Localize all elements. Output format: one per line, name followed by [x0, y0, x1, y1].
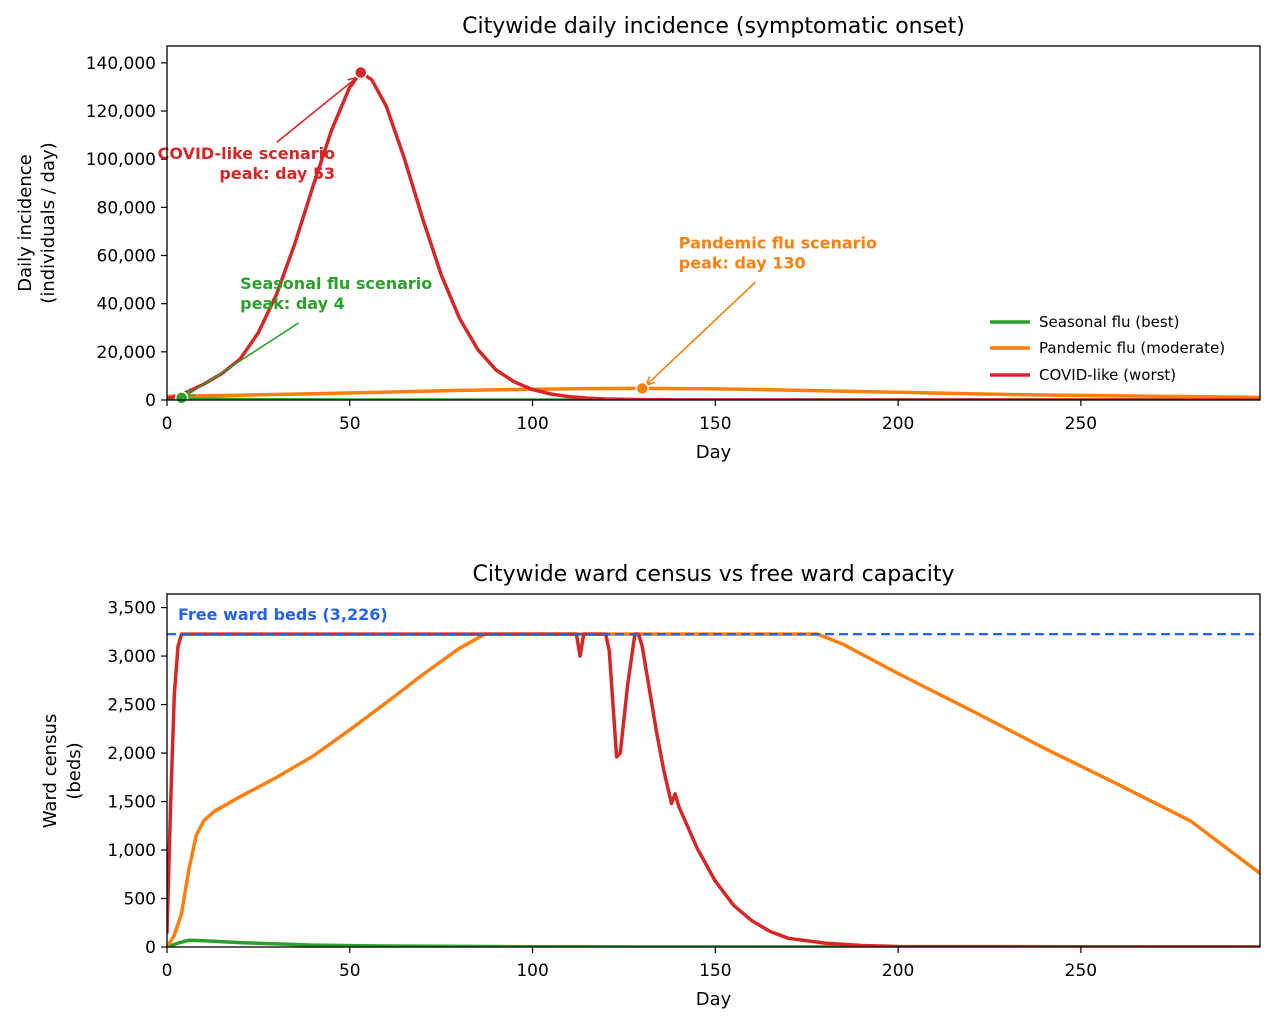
annotation-arrow-seasonal	[185, 322, 300, 396]
y-axis-label-line-2: (beds)	[64, 742, 85, 799]
y-tick-label: 500	[124, 890, 156, 910]
x-tick-label: 50	[339, 414, 361, 434]
annotation-text-seasonal: Seasonal flu scenario	[240, 274, 432, 293]
series-line-pandemic	[167, 632, 1260, 947]
plot-frame	[166, 45, 1261, 401]
y-tick-label: 100,000	[86, 150, 156, 170]
y-tick-label: 120,000	[86, 102, 156, 122]
series-line-pandemic	[167, 386, 1260, 400]
chart-title: Citywide daily incidence (symptomatic on…	[462, 14, 965, 39]
x-tick-label: 200	[882, 414, 914, 434]
y-axis-label-line-2: (individuals / day)	[38, 142, 59, 303]
chart-title: Citywide ward census vs free ward capaci…	[472, 562, 954, 587]
x-axis-label: Day	[696, 442, 732, 463]
annotation-text-pandemic: peak: day 130	[679, 253, 806, 272]
annotation-text-seasonal: peak: day 4	[240, 294, 345, 313]
x-tick-label: 100	[516, 961, 548, 981]
series-group	[167, 632, 1260, 947]
y-tick-label: 3,500	[107, 599, 156, 619]
annotation-arrow-pandemic	[646, 281, 757, 386]
y-axis-label-line-1: Daily incidence	[15, 154, 36, 291]
x-tick-label: 50	[339, 961, 361, 981]
capacity-label: Free ward beds (3,226)	[178, 605, 388, 624]
legend: Seasonal flu (best) Pandemic flu (modera…	[990, 313, 1225, 384]
y-tick-label: 1,000	[107, 841, 156, 861]
x-tick-label: 0	[162, 414, 173, 434]
x-tick-label: 250	[1065, 414, 1097, 434]
x-tick-label: 200	[882, 961, 914, 981]
ward-census-chart: Citywide ward census vs free ward capaci…	[40, 562, 1261, 1010]
y-tick-label: 80,000	[97, 198, 156, 218]
x-tick-label: 0	[162, 961, 173, 981]
legend-entry-covid: COVID-like (worst)	[1039, 366, 1176, 384]
plot-frame	[166, 593, 1261, 948]
series-line-covid	[167, 632, 1260, 947]
y-tick-label: 40,000	[97, 295, 156, 315]
series-line-covid	[167, 70, 1260, 400]
x-tick-label: 150	[699, 961, 731, 981]
x-tick-label: 250	[1065, 961, 1097, 981]
annotation-arrow-covid	[276, 77, 357, 143]
y-tick-label: 1,500	[107, 793, 156, 813]
y-axis-label: Ward census (beds)	[40, 714, 85, 828]
y-axis-label-line-1: Ward census	[40, 714, 61, 828]
legend-entry-seasonal: Seasonal flu (best)	[1039, 313, 1179, 331]
y-tick-label: 0	[145, 391, 156, 411]
axis-ticks: 0 50 100 150 200 250 0 500 1,000 1,500 2,000 2,500 3…	[107, 599, 1097, 981]
y-tick-label: 3,000	[107, 647, 156, 667]
annotation-text-covid: COVID-like scenario	[158, 144, 335, 163]
peak-marker-seasonal	[174, 391, 189, 405]
y-tick-label: 20,000	[97, 343, 156, 363]
y-tick-label: 0	[145, 938, 156, 958]
y-axis-label: Daily incidence (individuals / day)	[15, 142, 59, 303]
x-axis-label: Day	[696, 989, 732, 1010]
peak-marker-covid	[353, 65, 368, 80]
y-tick-label: 140,000	[86, 54, 156, 74]
annotation-text-covid: peak: day 53	[219, 164, 335, 183]
incidence-chart: Citywide daily incidence (symptomatic on…	[15, 14, 1261, 463]
axis-ticks: 0 50 100 150 200 250 0 20,000 40,000 60,000 80,000…	[86, 54, 1097, 434]
x-tick-label: 100	[516, 414, 548, 434]
y-tick-label: 2,000	[107, 744, 156, 764]
x-tick-label: 150	[699, 414, 731, 434]
y-tick-label: 60,000	[97, 247, 156, 267]
peak-markers	[174, 65, 649, 405]
annotation-text-pandemic: Pandemic flu scenario	[679, 233, 877, 252]
y-tick-label: 2,500	[107, 696, 156, 716]
peak-marker-pandemic	[635, 381, 649, 396]
legend-entry-pandemic: Pandemic flu (moderate)	[1039, 339, 1225, 357]
